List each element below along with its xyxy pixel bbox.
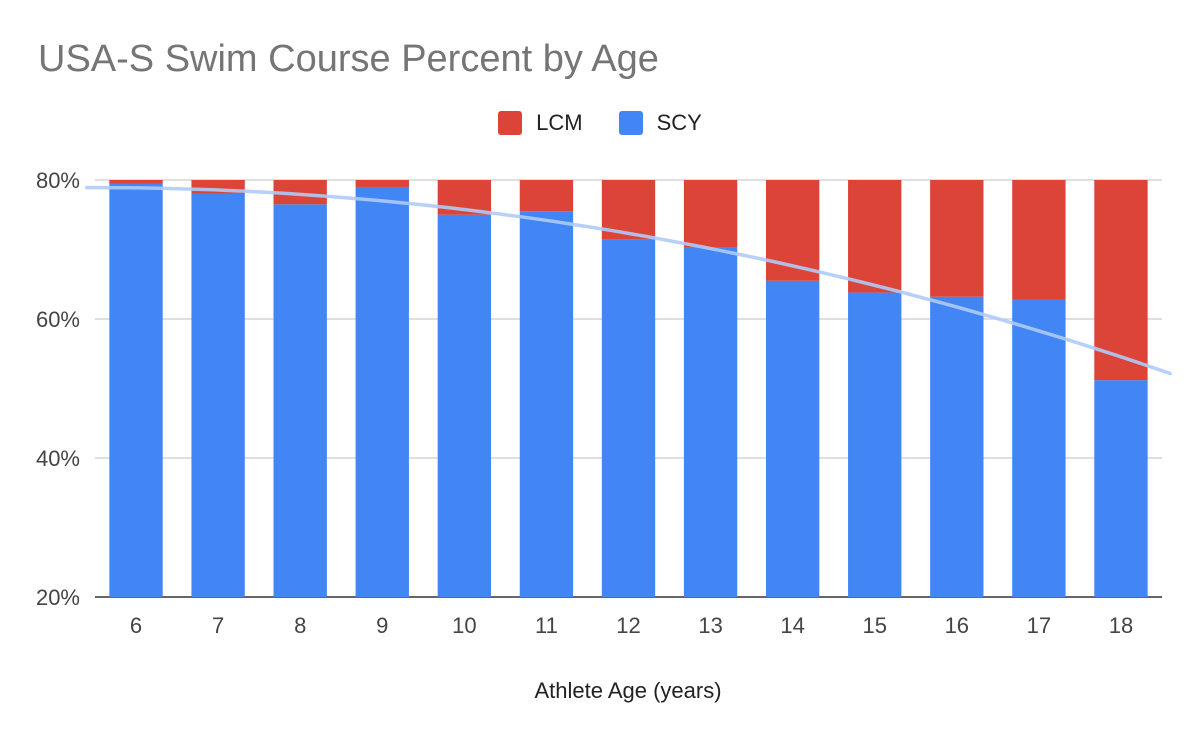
bar-scy-14[interactable]	[765, 280, 820, 597]
y-tick-label: 80%	[36, 168, 80, 193]
y-tick-label: 20%	[36, 585, 80, 610]
legend-item-lcm[interactable]: LCM	[498, 110, 583, 136]
bar-lcm-11[interactable]	[519, 180, 574, 212]
bar-lcm-17[interactable]	[1012, 180, 1066, 300]
legend-item-scy[interactable]: SCY	[618, 110, 702, 136]
bar-scy-11[interactable]	[519, 211, 574, 597]
x-tick-label: 16	[945, 613, 969, 638]
bar-lcm-14[interactable]	[765, 180, 820, 281]
x-tick-label: 18	[1109, 613, 1133, 638]
bar-scy-15[interactable]	[848, 292, 902, 597]
bar-scy-12[interactable]	[601, 239, 656, 597]
legend-swatch-lcm	[498, 111, 523, 135]
trendline-scy	[85, 185, 1172, 376]
y-tick-label: 60%	[36, 307, 80, 332]
bar-lcm-15[interactable]	[848, 180, 902, 293]
x-tick-label: 14	[780, 613, 804, 638]
x-tick-label: 17	[1027, 613, 1051, 638]
bar-scy-17[interactable]	[1012, 299, 1066, 597]
x-tick-label: 6	[130, 613, 142, 638]
x-tick-label: 13	[698, 613, 722, 638]
bar-lcm-13[interactable]	[683, 180, 738, 248]
bar-scy-7[interactable]	[191, 193, 245, 597]
bar-lcm-16[interactable]	[930, 180, 984, 297]
trendline	[85, 185, 1172, 376]
bars	[109, 180, 1148, 598]
x-axis-title: Athlete Age (years)	[534, 678, 721, 703]
bar-scy-9[interactable]	[355, 186, 409, 597]
bar-scy-13[interactable]	[683, 247, 738, 598]
x-axis-ticks: 6 7 8 9 10 11 12 13 14 15 16 17 18	[130, 613, 1133, 638]
legend-label-scy: SCY	[656, 110, 702, 135]
legend-swatch-scy	[618, 111, 643, 135]
bar-scy-18[interactable]	[1094, 380, 1148, 597]
bar-scy-8[interactable]	[273, 204, 327, 597]
x-tick-label: 10	[452, 613, 476, 638]
chart-title: USA-S Swim Course Percent by Age	[38, 38, 659, 80]
legend-label-lcm: LCM	[536, 110, 583, 135]
x-tick-label: 7	[212, 613, 224, 638]
bar-lcm-9[interactable]	[355, 180, 409, 187]
x-tick-label: 8	[294, 613, 306, 638]
x-tick-label: 11	[535, 613, 558, 638]
x-tick-label: 12	[616, 613, 640, 638]
chart-legend: LCM SCY	[0, 110, 1200, 136]
x-tick-label: 9	[376, 613, 388, 638]
bar-scy-6[interactable]	[109, 183, 163, 597]
y-axis-ticks: 20% 40% 60% 80%	[36, 168, 80, 610]
bar-lcm-6[interactable]	[109, 180, 163, 184]
x-tick-label: 15	[862, 613, 886, 638]
y-tick-label: 40%	[36, 446, 80, 471]
bar-scy-10[interactable]	[437, 214, 492, 597]
bar-lcm-18[interactable]	[1094, 180, 1148, 381]
bar-scy-16[interactable]	[930, 296, 984, 597]
